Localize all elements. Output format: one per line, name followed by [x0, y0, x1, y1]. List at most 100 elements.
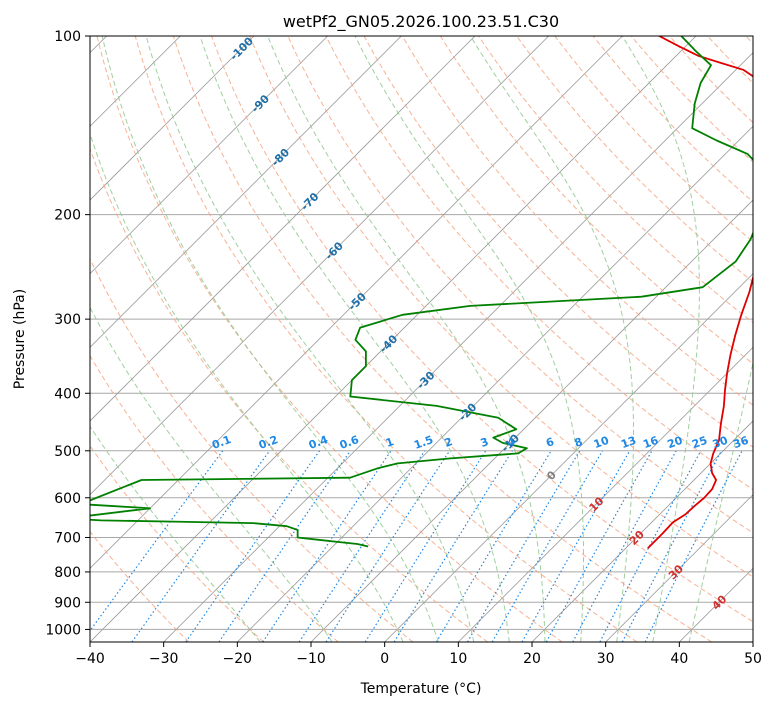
isotherm-line: [458, 346, 753, 642]
isotherm-line: [90, 36, 402, 348]
y-axis-label: Pressure (hPa): [12, 289, 28, 389]
moist-adiabat-line: [101, 36, 439, 642]
dry-adiabat-line: [249, 36, 753, 578]
dry-adiabat-line: [96, 36, 563, 642]
moist-adiabat-line: [621, 36, 700, 642]
y-tick-label: 200: [54, 208, 81, 224]
isotherm-line: [605, 494, 753, 642]
isotherm-line: [531, 420, 753, 642]
moist-adiabat-line: [90, 132, 404, 642]
x-tick-label: 50: [744, 651, 762, 667]
isotherm-line: [90, 36, 476, 422]
mixing-ratio-label: 6: [544, 435, 556, 450]
y-tick-label: 400: [54, 386, 81, 402]
mixing-ratio-label: 0.2: [257, 433, 280, 452]
isotherm-line: [752, 641, 753, 642]
mixing-ratio-label: 8: [573, 435, 585, 450]
mixing-ratio-line: [435, 450, 552, 642]
mixing-ratio-label: 10: [592, 434, 611, 452]
isotherm-line: [90, 36, 623, 569]
dry-adiabat-line: [287, 36, 753, 534]
x-tick-label: 30: [597, 651, 615, 667]
plot-background: [90, 36, 753, 642]
dry-adiabat-line: [172, 36, 712, 642]
mixing-ratio-line: [572, 450, 677, 642]
mixing-ratio-label: 1: [384, 435, 396, 450]
moist-adiabat-line: [354, 36, 584, 642]
mixing-ratio-line: [131, 450, 271, 642]
mixing-ratio-label: 16: [641, 434, 660, 452]
x-tick-label: 40: [670, 651, 688, 667]
dry-adiabat-line: [211, 36, 753, 623]
x-tick-label: 20: [523, 651, 541, 667]
isotherm-line: [163, 52, 753, 642]
x-tick-label: 10: [449, 651, 467, 667]
x-tick-label: 0: [380, 651, 389, 667]
dry-adiabat-line: [363, 36, 753, 448]
x-axis-label: Temperature (°C): [360, 681, 482, 697]
mixing-ratio-line: [185, 450, 321, 642]
y-axis-ticks: 1000 900 800 700 600 500 400 300 200 100: [45, 29, 90, 638]
mixing-ratio-line: [393, 450, 513, 642]
y-tick-label: 900: [54, 595, 81, 611]
x-tick-label: −20: [223, 651, 253, 667]
mixing-ratio-line: [325, 450, 451, 642]
mixing-ratio-label: 2: [443, 435, 455, 450]
dry-adiabat-line: [134, 36, 638, 642]
isotherm-line: [90, 36, 697, 642]
y-tick-label: 800: [54, 565, 81, 581]
mixing-ratio-line: [521, 450, 631, 642]
mixing-ratio-label: 0.4: [307, 433, 330, 452]
isotherm-line: [90, 36, 328, 275]
isotherm-line: [237, 125, 753, 642]
mixing-ratio-label: 36: [731, 434, 750, 452]
dewpoint-profile-line: [90, 36, 753, 548]
moist-adiabat-line: [90, 425, 261, 642]
dry-adiabat-line: [325, 36, 753, 491]
mixing-ratio-label: 1.5: [412, 433, 435, 452]
mixing-ratio-line: [545, 450, 653, 642]
dry-adiabat-line: [439, 36, 753, 365]
x-tick-label: −30: [149, 651, 179, 667]
background-lines: [90, 36, 753, 642]
mixing-ratio-label: 0.1: [210, 433, 233, 452]
chart-title: wetPf2_GN05.2026.100.23.51.C30: [283, 12, 559, 32]
mixing-ratio-label: 25: [690, 434, 709, 451]
moist-adiabat-line: [90, 306, 333, 642]
y-tick-label: 600: [54, 491, 81, 507]
x-axis-ticks: −40 −30 −20 −10 0 10 20 30 40 50: [75, 642, 762, 667]
x-tick-label: −40: [75, 651, 105, 667]
dry-adiabat-line: [401, 36, 753, 406]
dry-adiabat-line: [90, 147, 488, 642]
y-tick-label: 1000: [45, 622, 81, 638]
profiles: [90, 36, 753, 549]
mixing-ratio-line: [466, 450, 581, 642]
mixing-ratio-label: 20: [666, 434, 685, 452]
y-tick-label: 500: [54, 444, 81, 460]
x-tick-label: −10: [296, 651, 326, 667]
y-tick-label: 700: [54, 531, 81, 547]
mixing-ratio-label: 3: [479, 435, 491, 450]
mixing-ratio-line: [491, 450, 604, 642]
plot-frame: [89, 35, 754, 643]
dry-adiabat-line: [478, 36, 753, 324]
isotherm-line: [384, 273, 753, 642]
y-tick-label: 100: [54, 29, 81, 45]
dry-adiabat-line: [90, 354, 339, 642]
mixing-ratio-line: [364, 450, 487, 642]
y-tick-label: 300: [54, 312, 81, 328]
isotherm-line: [90, 36, 255, 201]
mixing-ratio-label: 0.6: [338, 433, 361, 452]
mixing-ratio-label: 4: [505, 435, 517, 450]
mixing-ratio-label: 13: [619, 434, 638, 451]
moist-adiabat-line: [145, 36, 475, 642]
mixing-ratio-label: 30: [711, 434, 730, 452]
dry-adiabat-line: [90, 257, 414, 642]
dry-adiabat-line: [592, 36, 753, 203]
moist-adiabat-line: [267, 36, 546, 642]
temperature-profile-line: [647, 36, 753, 549]
mixing-ratio-line: [218, 450, 351, 642]
moist-adiabat-line: [688, 360, 753, 642]
dry-adiabat-line: [90, 530, 190, 642]
